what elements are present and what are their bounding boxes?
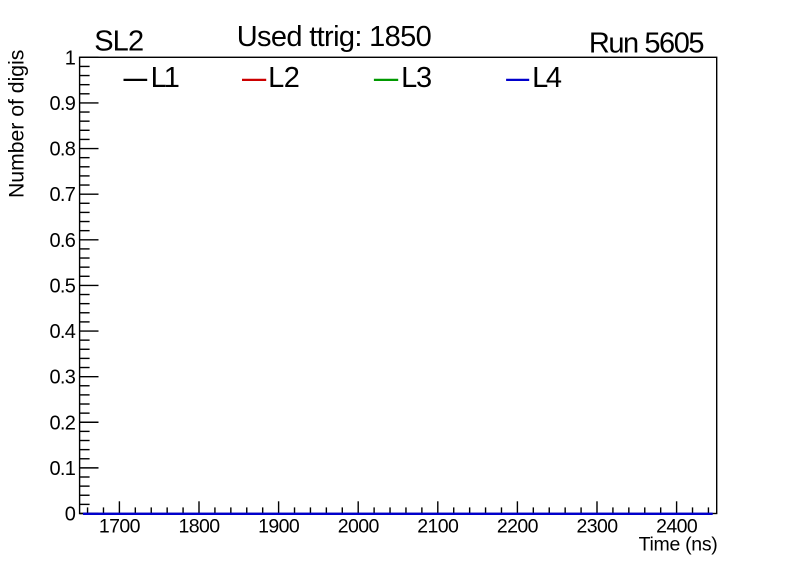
svg-text:Number of digis: Number of digis [5, 50, 28, 198]
svg-text:1900: 1900 [258, 516, 300, 538]
svg-text:Time (ns): Time (ns) [639, 534, 718, 556]
svg-text:SL2: SL2 [94, 25, 143, 57]
svg-text:0.4: 0.4 [49, 321, 75, 343]
svg-text:2000: 2000 [338, 516, 380, 538]
svg-text:0.3: 0.3 [49, 367, 75, 389]
svg-text:0.1: 0.1 [49, 458, 75, 480]
svg-text:L3: L3 [401, 62, 431, 94]
svg-text:0.6: 0.6 [49, 230, 75, 252]
svg-text:L2: L2 [268, 62, 299, 94]
svg-text:0.9: 0.9 [49, 93, 75, 115]
svg-text:Used ttrig: 1850: Used ttrig: 1850 [237, 21, 431, 53]
svg-text:0.5: 0.5 [49, 275, 75, 297]
svg-text:1700: 1700 [99, 516, 141, 538]
svg-text:0.8: 0.8 [49, 139, 75, 161]
svg-text:0.7: 0.7 [49, 184, 75, 206]
svg-text:2300: 2300 [577, 516, 619, 538]
svg-text:2100: 2100 [417, 516, 459, 538]
svg-text:Run 5605: Run 5605 [589, 27, 703, 59]
svg-text:2200: 2200 [497, 516, 539, 538]
svg-text:L1: L1 [151, 62, 179, 94]
svg-text:0: 0 [65, 504, 76, 526]
svg-text:L4: L4 [532, 62, 562, 94]
svg-text:0.2: 0.2 [49, 412, 75, 434]
svg-text:1: 1 [65, 47, 76, 69]
svg-text:2400: 2400 [656, 516, 698, 538]
svg-text:1800: 1800 [179, 516, 221, 538]
